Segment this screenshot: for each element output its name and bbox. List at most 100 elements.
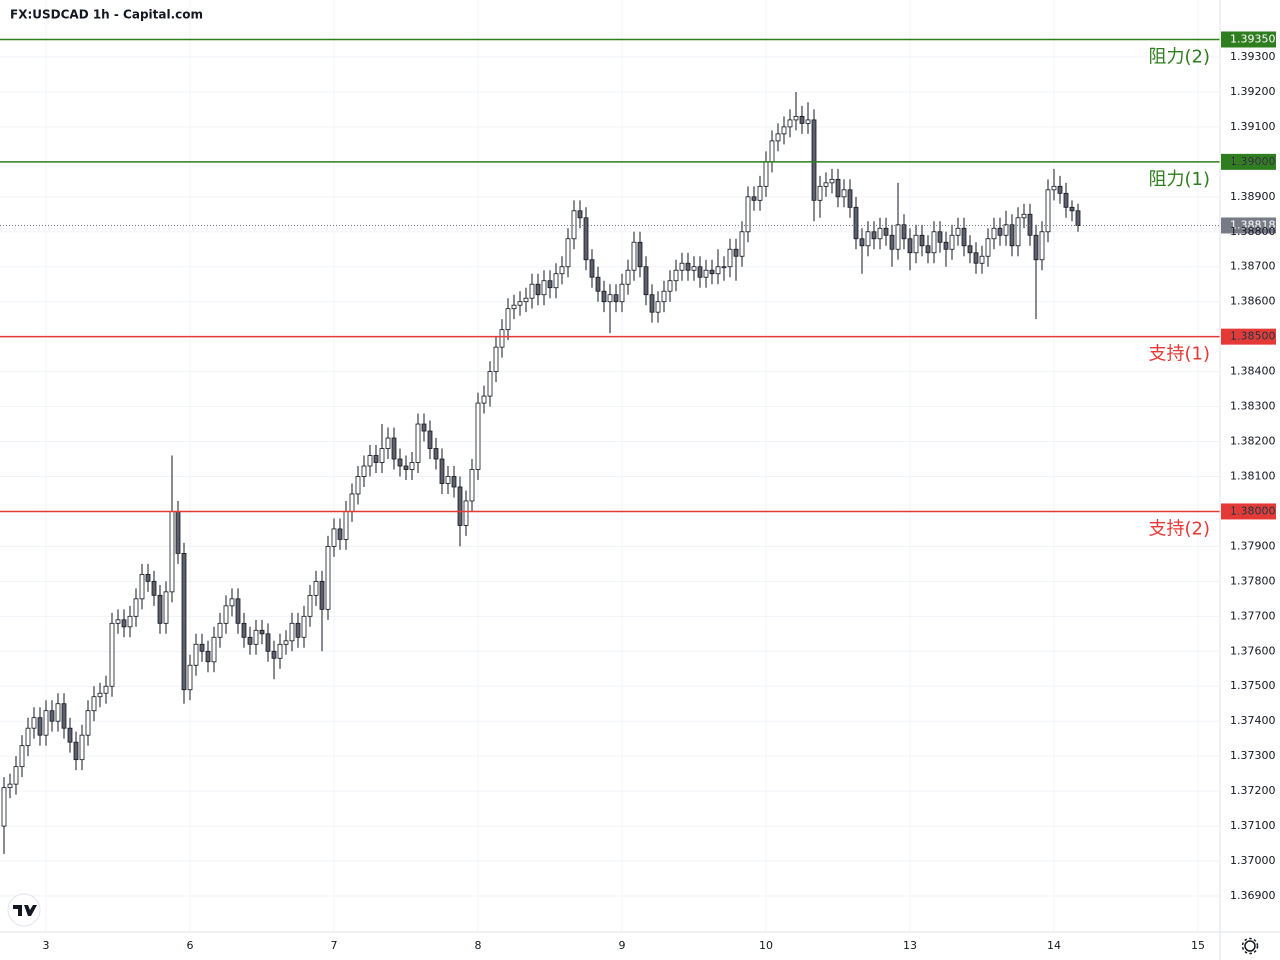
candle-body [193, 643, 199, 666]
candle-body [679, 262, 685, 271]
candle-body [607, 294, 613, 303]
candle-body [457, 486, 463, 526]
candle-body [433, 448, 439, 460]
candle-body [625, 269, 631, 285]
candle-body [991, 227, 997, 240]
candle-body [247, 636, 253, 645]
candle-body [943, 241, 949, 250]
settings-button[interactable] [1241, 937, 1259, 955]
candle-body [859, 238, 865, 247]
candle-body [463, 500, 469, 526]
candle-body [319, 580, 325, 610]
y-tick-label: 1.39200 [1230, 85, 1276, 98]
candle-body [979, 255, 985, 264]
candle-body [445, 476, 451, 484]
y-tick-label: 1.37900 [1230, 539, 1276, 552]
logo-badge[interactable] [7, 893, 41, 927]
level-name: 阻力(1) [1149, 169, 1211, 190]
candle-body [553, 273, 559, 289]
candle-body [769, 140, 775, 163]
candle-body [1009, 224, 1015, 247]
candle-body [841, 189, 847, 198]
candle-body [439, 458, 445, 484]
candle-body [733, 248, 739, 257]
candle-body [103, 685, 109, 694]
candle-body [601, 290, 607, 303]
logo[interactable] [7, 893, 41, 927]
candle-body [685, 262, 691, 271]
candle-body [913, 234, 919, 254]
candle-body [481, 395, 487, 404]
logo-mark[interactable] [13, 905, 37, 916]
candle-body [403, 465, 409, 470]
chart-title: FX:USDCAD 1h - Capital.com [10, 8, 203, 22]
level-name: 支持(1) [1149, 344, 1211, 365]
level-name: 支持(2) [1149, 518, 1211, 539]
candle-body [25, 727, 31, 747]
candle-body [475, 402, 481, 470]
candle-body [91, 696, 97, 712]
candle-body [919, 234, 925, 247]
candle-body [757, 185, 763, 201]
candle-body [289, 622, 295, 642]
candle-body [361, 465, 367, 477]
candle-body [589, 259, 595, 278]
candle-body [313, 580, 319, 596]
candle-body [805, 119, 811, 124]
candle-body [697, 266, 703, 278]
candle-body [511, 304, 517, 310]
gear-icon[interactable] [1244, 940, 1256, 952]
candle-body [205, 650, 211, 663]
candle-body [373, 455, 379, 463]
candle-body [67, 727, 73, 743]
candle-body [541, 280, 547, 296]
candle-body [169, 511, 175, 593]
candle-body [223, 605, 229, 624]
candle-body [751, 196, 757, 201]
candle-body [229, 598, 235, 607]
y-tick-label: 1.39100 [1230, 120, 1276, 133]
level-tag-label: 1.38000 [1230, 504, 1276, 517]
candle-body [565, 238, 571, 268]
candle-body [667, 280, 673, 292]
candle-body [571, 210, 577, 240]
candle-body [643, 266, 649, 296]
gear-teeth[interactable] [1241, 937, 1259, 955]
candle-body [739, 231, 745, 257]
candle-body [1033, 234, 1039, 261]
level-tag-label: 1.39350 [1230, 33, 1276, 46]
candle-body [415, 423, 421, 463]
candle-body [595, 276, 601, 292]
candle-body [883, 227, 889, 236]
candle-body [379, 448, 385, 463]
candle-body [673, 269, 679, 282]
candle-body [721, 266, 727, 269]
level-tag-label: 1.38500 [1230, 330, 1276, 343]
candle-body [331, 528, 337, 547]
candle-body [985, 238, 991, 257]
candle-body [655, 301, 661, 313]
candle-body [1057, 185, 1063, 194]
candle-body [1045, 189, 1051, 233]
candle-body [1069, 206, 1075, 212]
candle-body [217, 622, 223, 638]
candle-body [307, 594, 313, 617]
candle-body [109, 622, 115, 687]
candle-body [775, 133, 781, 142]
y-tick-label: 1.38200 [1230, 435, 1276, 448]
y-tick-label: 1.37400 [1230, 714, 1276, 727]
candle-body [271, 650, 277, 659]
candle-body [385, 437, 391, 449]
candle-body [949, 234, 955, 250]
candle-body [529, 283, 535, 299]
y-tick-label: 1.37500 [1230, 679, 1276, 692]
y-tick-label: 1.39000 [1230, 155, 1276, 168]
candle-body [175, 511, 181, 554]
candle-body [799, 116, 805, 124]
level-tag [1221, 31, 1276, 48]
candle-body [1003, 224, 1009, 236]
candle-body [121, 619, 127, 628]
level-tag [1221, 503, 1276, 520]
